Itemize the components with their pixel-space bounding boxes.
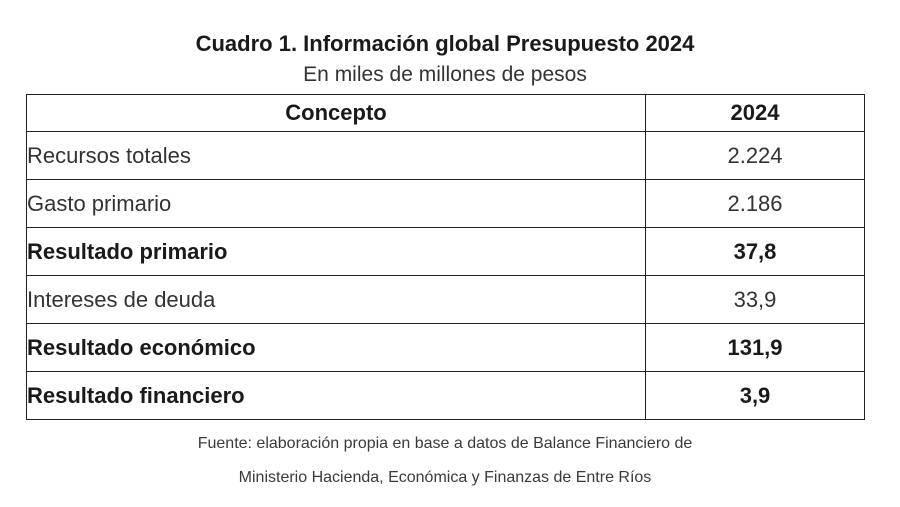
- budget-table: Concepto 2024 Recursos totales 2.224 Gas…: [26, 94, 865, 420]
- table-title: Cuadro 1. Información global Presupuesto…: [195, 31, 695, 56]
- table-row: Resultado financiero 3,9: [26, 371, 865, 420]
- source-note-line-1: Fuente: elaboración propia en base a dat…: [197, 435, 693, 452]
- table-subtitle: En miles de millones de pesos: [303, 63, 587, 86]
- row-value: 2.186: [645, 179, 865, 228]
- row-concept: Resultado económico: [26, 323, 646, 372]
- row-concept: Intereses de deuda: [26, 275, 646, 324]
- table-row: Recursos totales 2.224: [26, 131, 865, 180]
- row-concept: Resultado financiero: [26, 371, 646, 420]
- row-value: 3,9: [645, 371, 865, 420]
- row-concept: Resultado primario: [26, 227, 646, 276]
- column-header-concepto: Concepto: [26, 94, 646, 132]
- row-value: 2.224: [645, 131, 865, 180]
- row-value: 33,9: [645, 275, 865, 324]
- row-value: 37,8: [645, 227, 865, 276]
- table-row: Gasto primario 2.186: [26, 179, 865, 228]
- table-row: Resultado primario 37,8: [26, 227, 865, 276]
- row-value: 131,9: [645, 323, 865, 372]
- table-row: Intereses de deuda 33,9: [26, 275, 865, 324]
- table-row: Resultado económico 131,9: [26, 323, 865, 372]
- source-note-line-2: Ministerio Hacienda, Económica y Finanza…: [238, 469, 652, 486]
- row-concept: Gasto primario: [26, 179, 646, 228]
- table-header-row: Concepto 2024: [26, 94, 865, 132]
- column-header-2024: 2024: [645, 94, 865, 132]
- row-concept: Recursos totales: [26, 131, 646, 180]
